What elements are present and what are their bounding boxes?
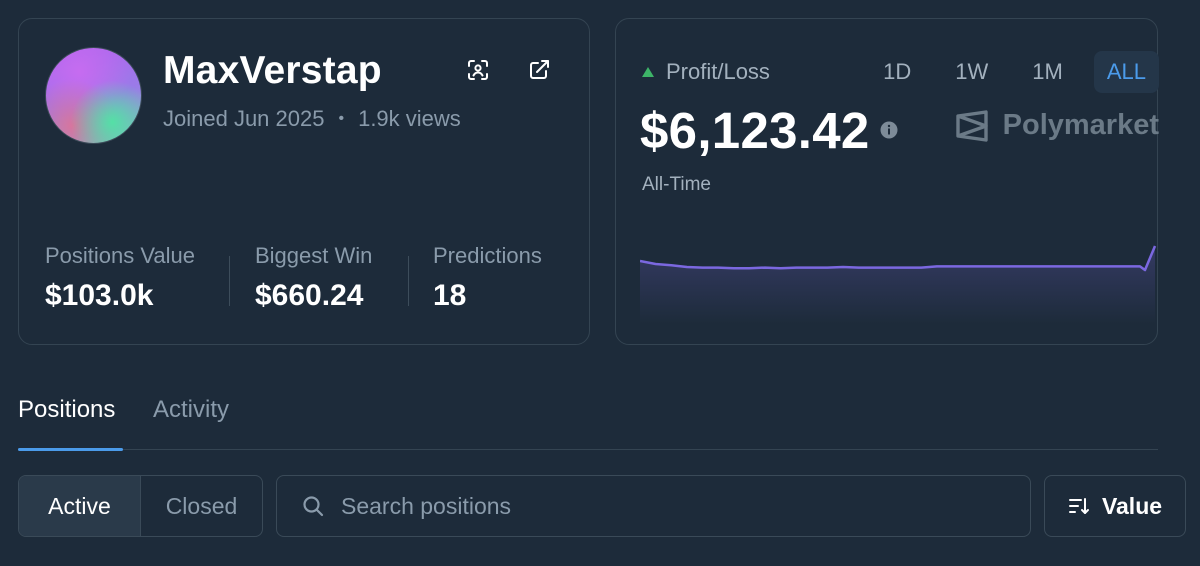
range-1d[interactable]: 1D — [883, 59, 912, 84]
sort-button[interactable]: Value — [1044, 475, 1186, 537]
position-status-toggle: Active Closed — [18, 475, 263, 537]
stat-label: Biggest Win — [255, 243, 373, 268]
pnl-value: $6,123.42 — [640, 102, 870, 159]
filter-closed-button[interactable]: Closed — [165, 492, 238, 519]
view-count: 1.9k views — [358, 106, 461, 131]
stat-label: Predictions — [433, 243, 542, 268]
profit-loss-card: Profit/Loss 1D 1W 1M ALL $6,123.42 Polym… — [615, 18, 1159, 345]
tab-positions[interactable]: Positions — [18, 396, 116, 423]
pnl-title: Profit/Loss — [642, 59, 770, 85]
external-link-icon[interactable] — [526, 57, 552, 83]
time-range-selector: 1D 1W 1M ALL — [852, 51, 1159, 93]
profile-tabs: Positions Activity — [18, 382, 1158, 451]
profile-card: MaxVerstap Joined Jun 2025 • 1.9k views … — [18, 18, 590, 345]
pnl-chart — [640, 245, 1157, 324]
search-icon — [303, 496, 324, 517]
chart-area — [640, 246, 1155, 324]
search-box — [276, 475, 1031, 537]
info-icon[interactable] — [880, 121, 898, 144]
pnl-period: All-Time — [642, 174, 711, 195]
sort-label: Value — [1101, 492, 1163, 519]
stat-positions-value: Positions Value $103.0k — [45, 243, 195, 313]
stat-biggest-win: Biggest Win $660.24 — [255, 243, 372, 313]
filter-active-button[interactable]: Active — [19, 476, 141, 536]
brand-name: Polymarket — [1002, 109, 1159, 141]
stat-label: Positions Value — [45, 243, 196, 268]
polymarket-logo-icon — [955, 109, 988, 142]
tab-activity[interactable]: Activity — [153, 396, 230, 423]
username: MaxVerstap — [163, 49, 382, 92]
search-input[interactable] — [341, 492, 981, 520]
triangle-up-icon — [642, 67, 654, 77]
range-1w[interactable]: 1W — [955, 59, 989, 84]
range-1m[interactable]: 1M — [1032, 59, 1063, 84]
scan-qr-icon[interactable] — [465, 57, 491, 83]
stat-value: 18 — [433, 279, 467, 312]
active-tab-indicator — [18, 448, 123, 451]
stat-value: $103.0k — [45, 279, 154, 312]
joined-date: Joined Jun 2025 — [163, 106, 325, 131]
chart-line — [640, 245, 1157, 272]
stat-value: $660.24 — [255, 279, 364, 312]
profile-meta: Joined Jun 2025 • 1.9k views — [163, 106, 461, 132]
stat-divider — [408, 256, 409, 306]
stat-divider — [229, 256, 230, 306]
stat-predictions: Predictions 18 — [433, 243, 542, 313]
pnl-title-label: Profit/Loss — [666, 59, 770, 84]
range-all[interactable]: ALL — [1093, 51, 1159, 93]
avatar — [45, 47, 142, 144]
polymarket-brand: Polymarket — [955, 109, 1159, 142]
sort-icon — [1068, 498, 1089, 514]
meta-separator: • — [338, 110, 345, 127]
